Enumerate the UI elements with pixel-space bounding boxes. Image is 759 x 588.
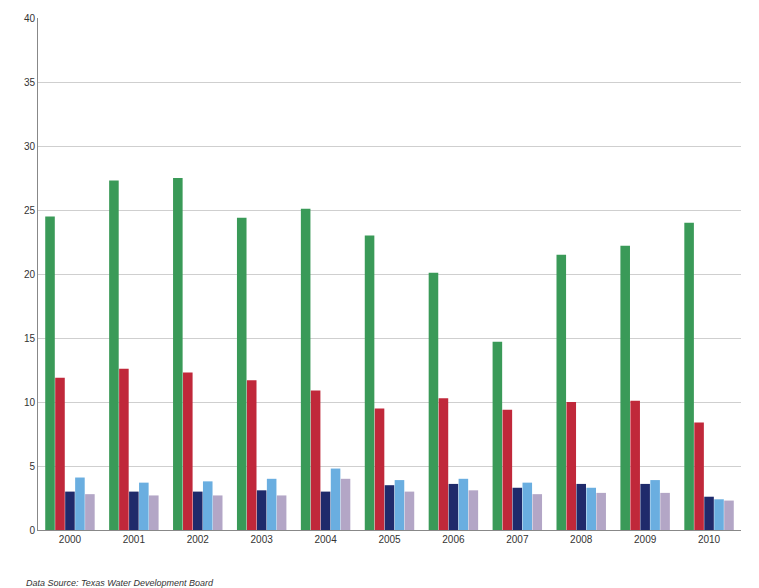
svg-text:2008: 2008 — [570, 534, 593, 545]
svg-text:2004: 2004 — [314, 534, 337, 545]
svg-text:30: 30 — [24, 141, 36, 152]
svg-text:0: 0 — [29, 525, 35, 536]
svg-text:20: 20 — [24, 269, 36, 280]
svg-text:2009: 2009 — [634, 534, 657, 545]
svg-text:25: 25 — [24, 205, 36, 216]
svg-text:2001: 2001 — [123, 534, 146, 545]
svg-text:2005: 2005 — [378, 534, 401, 545]
svg-text:2002: 2002 — [187, 534, 210, 545]
svg-text:2010: 2010 — [698, 534, 721, 545]
svg-text:40: 40 — [24, 13, 36, 24]
svg-text:Data Source: Texas Water Devel: Data Source: Texas Water Development Boa… — [26, 578, 214, 588]
svg-text:5: 5 — [29, 461, 35, 472]
svg-text:15: 15 — [24, 333, 36, 344]
svg-text:2006: 2006 — [442, 534, 465, 545]
svg-text:35: 35 — [24, 77, 36, 88]
svg-text:2007: 2007 — [506, 534, 529, 545]
svg-text:10: 10 — [24, 397, 36, 408]
svg-text:2000: 2000 — [59, 534, 82, 545]
svg-text:2003: 2003 — [251, 534, 274, 545]
